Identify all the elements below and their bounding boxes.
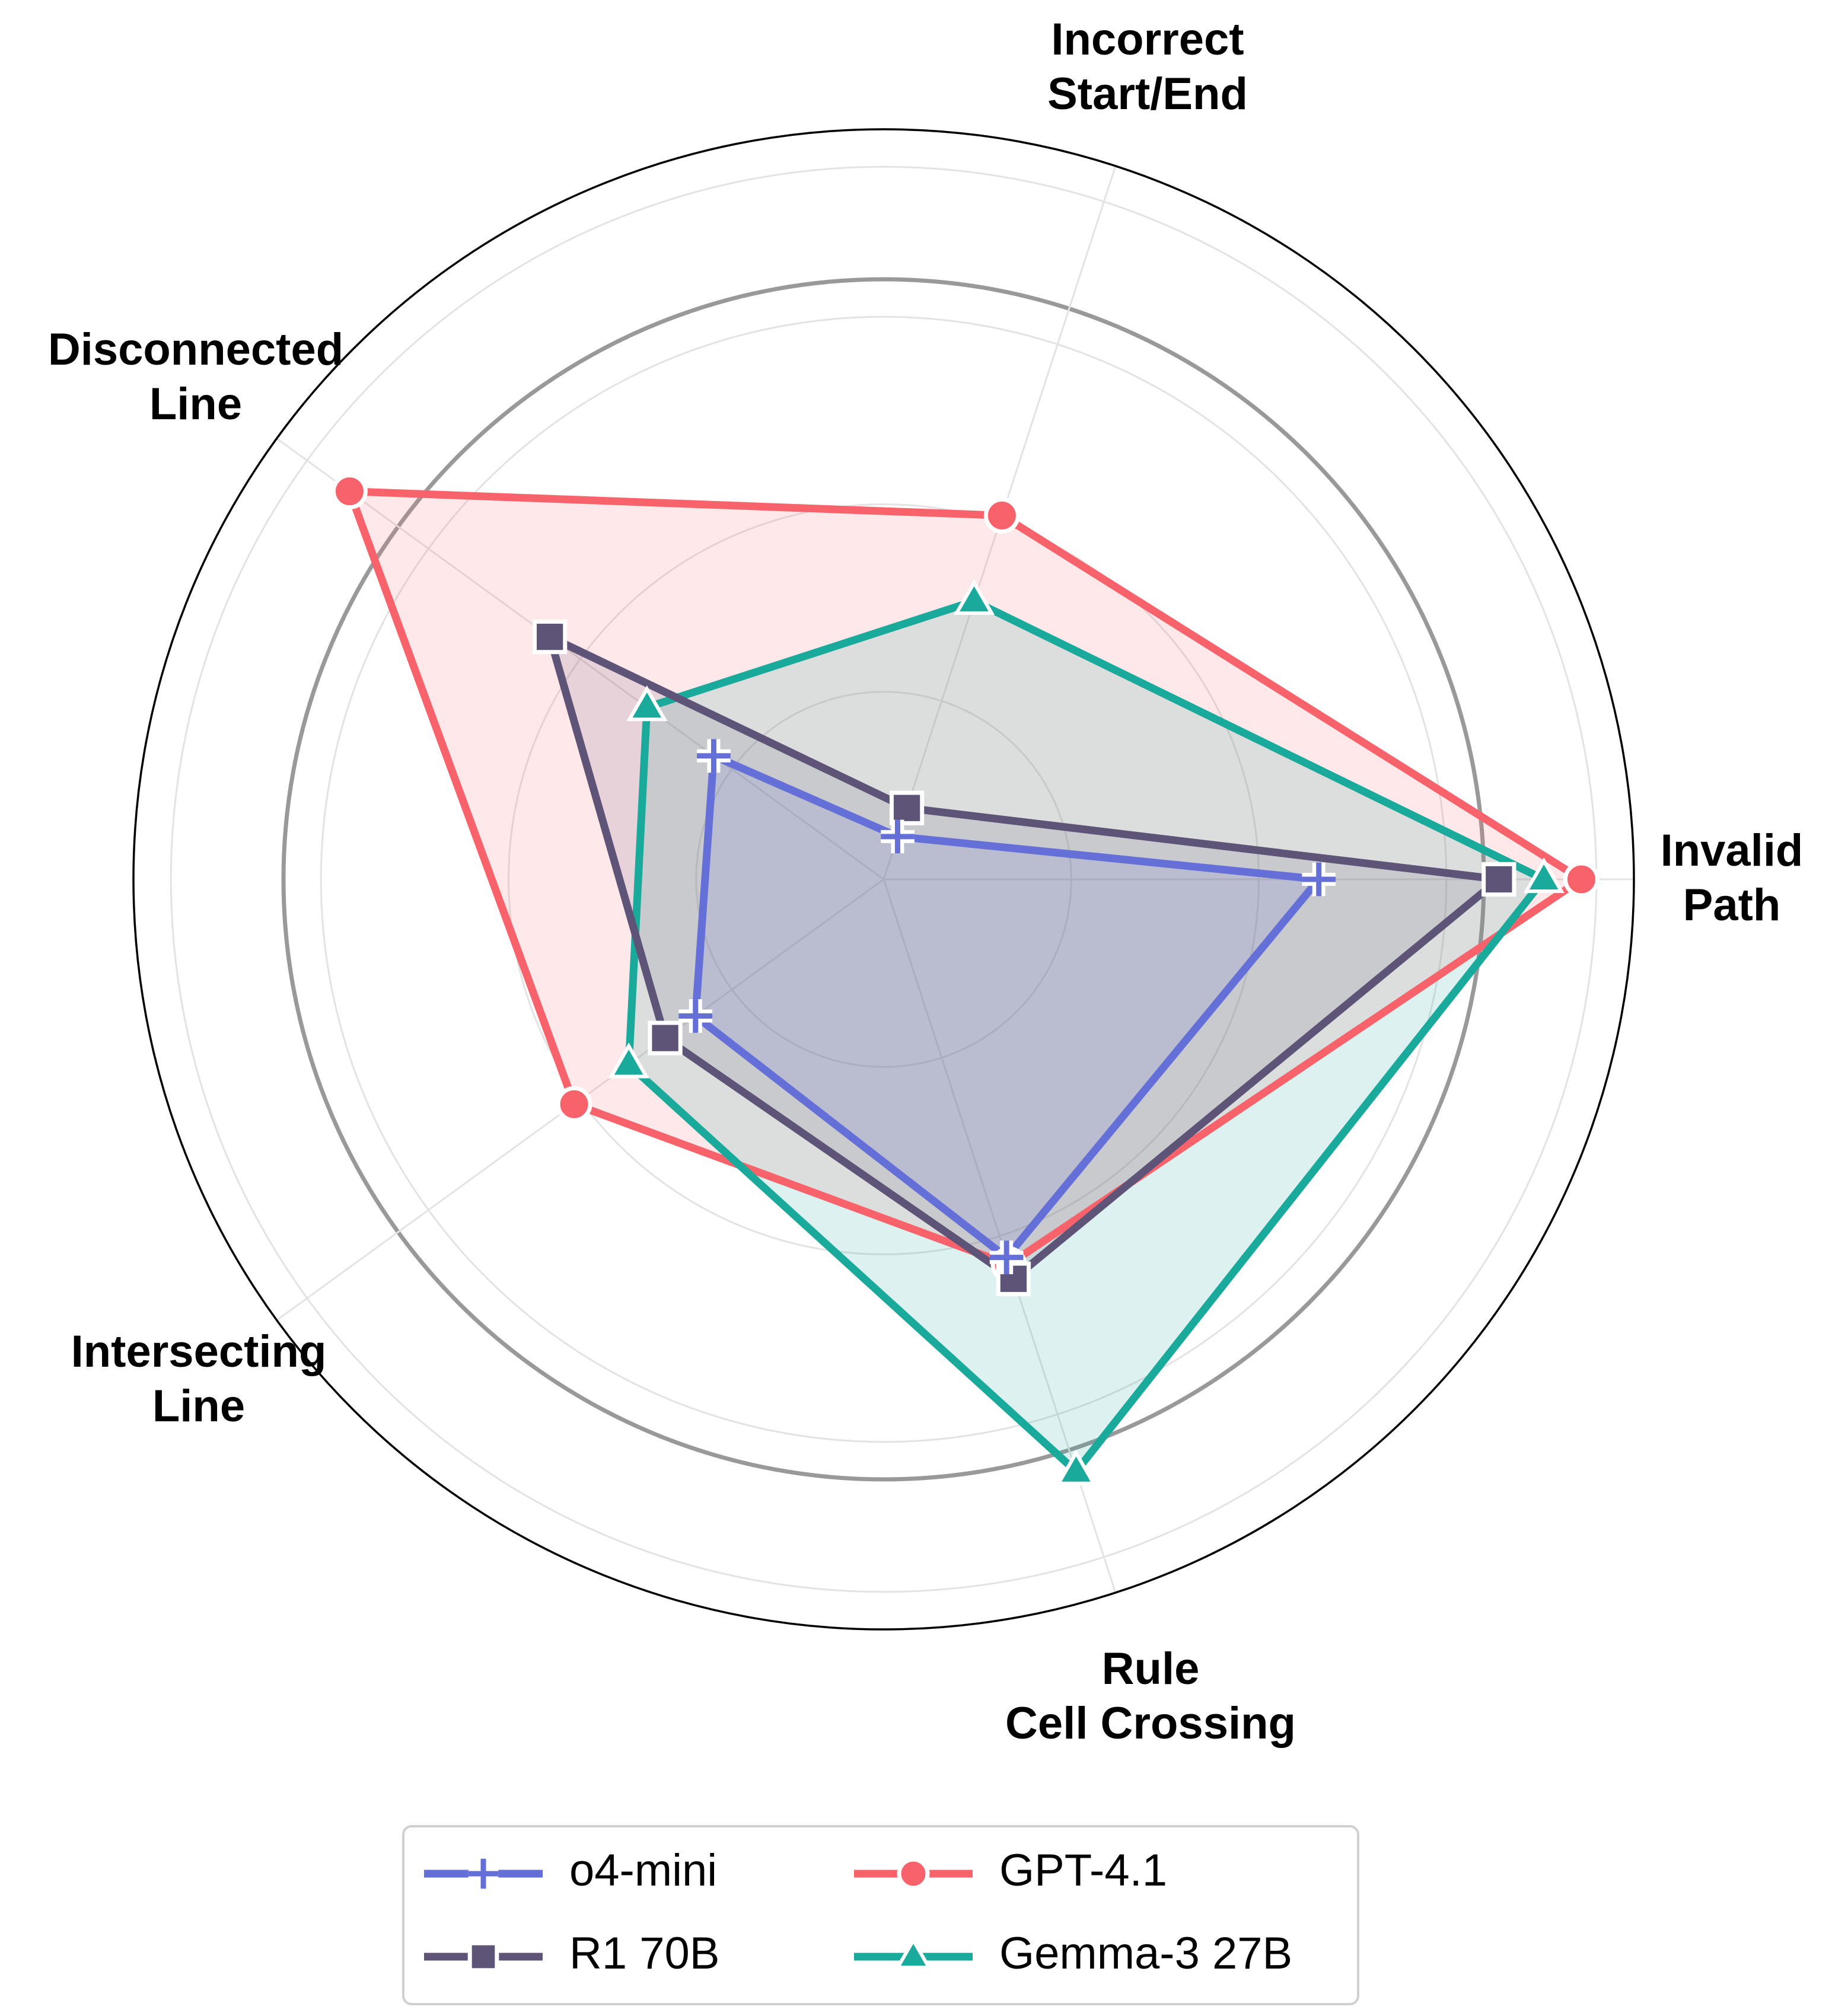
axis-label-2-line-1: Line (149, 379, 242, 429)
data-point-GPT-4.1-1 (983, 497, 1020, 534)
legend-marker-o4-mini-core (468, 1858, 499, 1889)
data-point-GPT-4.1-3 (556, 1086, 592, 1122)
data-point-Gemma-3 27B-0 (1523, 857, 1565, 894)
legend-marker-Gemma-3 27B (894, 1937, 932, 1969)
data-point-Gemma-3 27B-1 (953, 579, 995, 615)
grid-spoke (276, 438, 884, 881)
data-point-R1 70B-0 (1481, 862, 1516, 897)
axis-label-1-line-1: Start/End (1047, 69, 1248, 119)
series-line-o4-mini (692, 752, 1323, 1262)
legend: o4-mini GPT-4.1 R1 70B Gemma-3 27B (402, 1825, 1359, 2005)
axis-label-3-line-0: Intersecting (71, 1326, 327, 1377)
data-point-Gemma-3 27B-2 (626, 685, 668, 722)
legend-marker-GPT-4.1 (897, 1857, 930, 1890)
axis-label-4-line-1: Cell Crossing (1005, 1698, 1296, 1749)
data-point-o4-mini-1-core (881, 819, 915, 854)
axis-label-3-line-1: Line (152, 1381, 245, 1431)
axis-label-4-line-0: Rule (1102, 1644, 1200, 1694)
axis-label-0-line-1: Path (1683, 880, 1781, 930)
legend-label-GPT-4.1: GPT-4.1 (999, 1845, 1167, 1896)
legend-label-R1 70B: R1 70B (569, 1928, 720, 1979)
data-point-o4-mini-0-core (1302, 862, 1336, 897)
legend-marker-o4-mini (468, 1858, 499, 1889)
data-point-GPT-4.1-0 (1563, 861, 1600, 898)
data-point-R1 70B-3 (648, 1020, 683, 1055)
data-point-o4-mini-2 (697, 739, 731, 773)
series-lines (345, 487, 1585, 1476)
data-point-R1 70B-1 (889, 790, 925, 825)
data-point-Gemma-3 27B-4 (1055, 1449, 1097, 1485)
data-point-Gemma-3 27B-3 (608, 1042, 649, 1079)
data-point-o4-mini-0 (1302, 862, 1336, 897)
data-point-o4-mini-3 (678, 999, 713, 1033)
data-point-R1 70B-2 (532, 619, 568, 655)
data-point-o4-mini-2-core (697, 739, 731, 773)
axis-label-2-line-0: Disconnected (48, 324, 343, 375)
data-point-GPT-4.1-2 (331, 473, 368, 510)
data-point-o4-mini-3-core (678, 999, 713, 1033)
legend-label-o4-mini: o4-mini (569, 1845, 717, 1896)
series-fill-o4-mini (695, 755, 1319, 1258)
series-markers (331, 473, 1600, 1485)
outer-frame (132, 128, 1635, 1631)
data-point-o4-mini-4 (989, 1240, 1024, 1274)
legend-marker-R1 70B (467, 1941, 499, 1973)
data-point-o4-mini-1 (881, 819, 915, 854)
series-line-R1 70B (546, 633, 1503, 1283)
data-point-o4-mini-4-core (989, 1240, 1024, 1274)
legend-box (402, 1825, 1359, 2005)
legend-label-Gemma-3 27B: Gemma-3 27B (999, 1928, 1292, 1979)
series-line-Gemma-3 27B (625, 597, 1548, 1476)
axis-label-0-line-0: Invalid (1661, 825, 1804, 876)
axis-label-1-line-0: Incorrect (1051, 14, 1244, 65)
